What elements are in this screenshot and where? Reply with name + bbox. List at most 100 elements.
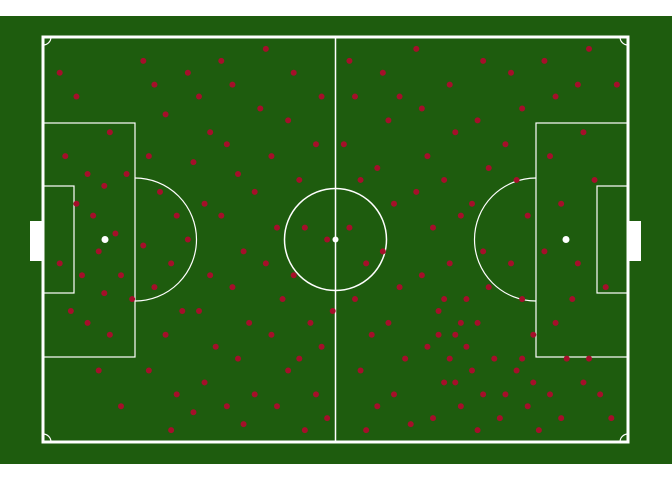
- point: [591, 176, 598, 183]
- point: [502, 141, 509, 148]
- point: [530, 379, 537, 386]
- point: [541, 248, 548, 255]
- point: [586, 45, 592, 52]
- point: [446, 81, 453, 88]
- point: [207, 129, 214, 136]
- point: [519, 296, 526, 303]
- point: [268, 331, 275, 338]
- point: [496, 415, 503, 422]
- point: [262, 260, 269, 267]
- point: [73, 200, 80, 207]
- point: [547, 391, 553, 398]
- point: [251, 391, 258, 398]
- point: [285, 117, 292, 124]
- point: [452, 379, 459, 386]
- point: [274, 224, 280, 231]
- point: [385, 117, 392, 124]
- point: [597, 391, 604, 398]
- point: [346, 57, 353, 64]
- point: [563, 355, 570, 362]
- point: [407, 421, 414, 428]
- point: [262, 45, 269, 52]
- point: [519, 355, 526, 362]
- point: [79, 272, 85, 279]
- point: [452, 129, 459, 136]
- point: [84, 170, 91, 177]
- point: [552, 93, 559, 100]
- point: [396, 284, 403, 291]
- point: [95, 248, 102, 255]
- point: [95, 367, 102, 374]
- point: [301, 427, 308, 434]
- point: [446, 355, 453, 362]
- point: [508, 260, 514, 267]
- point: [558, 200, 565, 207]
- point: [513, 367, 520, 374]
- point: [329, 307, 336, 314]
- penalty-spot: [562, 236, 570, 243]
- point: [391, 200, 397, 207]
- point: [168, 260, 175, 267]
- point: [173, 391, 180, 398]
- point: [469, 367, 475, 374]
- point: [457, 403, 464, 410]
- point: [391, 391, 397, 398]
- point: [229, 81, 236, 88]
- point: [285, 367, 292, 374]
- point: [151, 81, 158, 88]
- point: [502, 391, 509, 398]
- point: [385, 319, 392, 326]
- point: [145, 367, 152, 374]
- point: [586, 355, 592, 362]
- point: [424, 343, 431, 350]
- point: [279, 296, 286, 303]
- point: [229, 284, 236, 291]
- point: [162, 111, 169, 118]
- point: [435, 307, 442, 314]
- point: [541, 57, 548, 64]
- point: [446, 260, 453, 267]
- point: [240, 421, 247, 428]
- point: [324, 415, 331, 422]
- point: [474, 427, 481, 434]
- point: [157, 188, 163, 195]
- point: [552, 319, 559, 326]
- point: [530, 331, 537, 338]
- point: [574, 81, 581, 88]
- point: [145, 153, 152, 160]
- point: [613, 81, 620, 88]
- point: [112, 230, 119, 237]
- point: [430, 224, 436, 231]
- point: [223, 403, 230, 410]
- point: [346, 224, 353, 231]
- point: [296, 355, 303, 362]
- point: [151, 284, 158, 291]
- point: [118, 403, 124, 410]
- goal-right: [629, 221, 641, 261]
- point: [101, 290, 108, 297]
- point: [218, 57, 225, 64]
- point: [352, 296, 358, 303]
- point: [558, 415, 565, 422]
- point: [173, 212, 180, 219]
- point: [352, 93, 358, 100]
- point: [441, 296, 448, 303]
- point: [441, 379, 448, 386]
- point: [374, 165, 381, 172]
- point: [301, 224, 308, 231]
- point: [485, 165, 492, 172]
- point: [513, 176, 520, 183]
- point: [418, 272, 425, 279]
- point: [474, 319, 481, 326]
- point: [519, 105, 526, 112]
- point: [140, 57, 147, 64]
- point: [129, 296, 136, 303]
- point: [212, 343, 219, 350]
- point: [251, 188, 258, 195]
- point: [418, 105, 425, 112]
- point: [602, 284, 609, 291]
- point: [168, 427, 175, 434]
- penalty-spot: [101, 236, 109, 243]
- point: [363, 427, 370, 434]
